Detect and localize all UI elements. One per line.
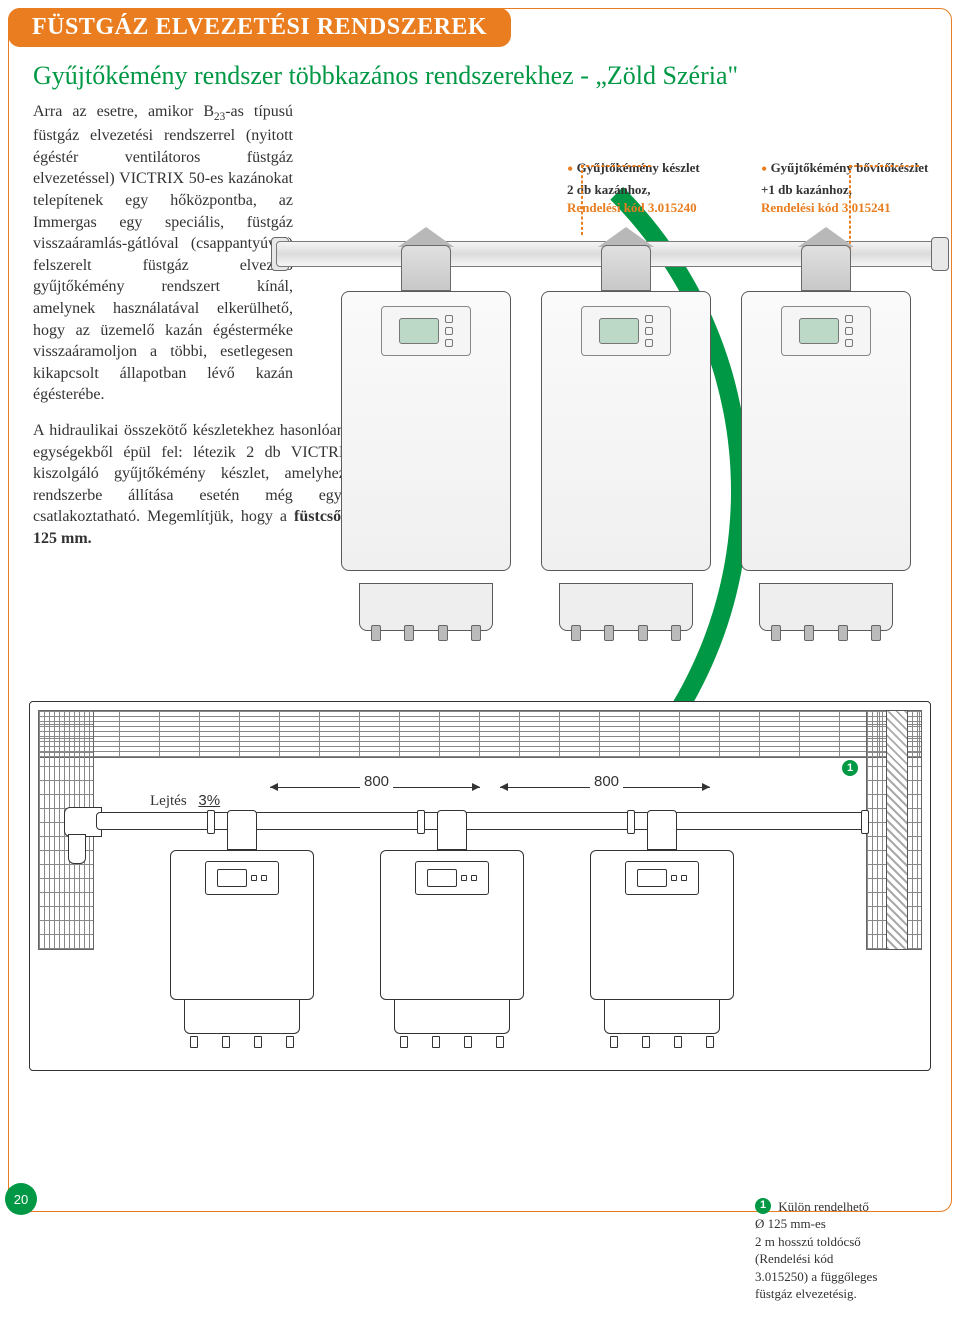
dimension-arrows (270, 776, 690, 798)
riser (227, 810, 257, 850)
control-panel (381, 306, 471, 356)
text: Lejtés (150, 793, 187, 809)
callout-line2: 2 db kazánhoz, (567, 182, 650, 197)
flue-drain (68, 834, 86, 864)
boiler-unit (541, 291, 711, 631)
flue-pipe-line (96, 812, 866, 830)
boiler-body-line (170, 850, 314, 1000)
flue-joint (627, 810, 635, 834)
boiler-outline (170, 850, 314, 1048)
boiler-base-line (394, 1000, 510, 1034)
boiler-base (559, 583, 693, 631)
flue-joint (417, 810, 425, 834)
text: -as típusú füstgáz elvezetési rendszerre… (33, 103, 293, 403)
boiler-base (359, 583, 493, 631)
callout-order: Rendelési kód 3.015240 (567, 200, 697, 215)
content-area: • Gyűjtőkémény készlet 2 db kazánhoz, Re… (9, 101, 951, 681)
boiler-illustration (331, 231, 941, 671)
button-group (845, 315, 853, 347)
boiler-unit (741, 291, 911, 631)
boiler-row (341, 291, 911, 631)
pipe-connectors (371, 625, 481, 641)
callout-row: • Gyűjtőkémény készlet 2 db kazánhoz, Re… (567, 157, 931, 216)
footnote-l4: (Rendelési kód (755, 1251, 833, 1266)
section-banner: FÜSTGÁZ ELVEZETÉSI RENDSZEREK (8, 8, 511, 47)
boiler-outline (590, 850, 734, 1048)
control-panel-line (205, 861, 279, 895)
callout-kit-2: • Gyűjtőkémény készlet 2 db kazánhoz, Re… (567, 157, 737, 216)
footnote: 1 Külön rendelhető Ø 125 mm-es 2 m hossz… (755, 1198, 925, 1303)
flue-adapter-icon (598, 227, 654, 247)
page-number: 20 (5, 1183, 37, 1215)
display-icon (399, 318, 439, 344)
boiler-base (759, 583, 893, 631)
boiler-top (801, 245, 851, 291)
footnote-l3: 2 m hosszú toldócső (755, 1234, 861, 1249)
display-icon (599, 318, 639, 344)
boiler-row-line (170, 850, 734, 1048)
page-frame: FÜSTGÁZ ELVEZETÉSI RENDSZEREK Gyűjtőkémé… (8, 8, 952, 1212)
slope-value: 3% (198, 792, 220, 809)
pipe-connectors (571, 625, 681, 641)
riser (647, 810, 677, 850)
button-group (445, 315, 453, 347)
callout-line1: Gyűjtőkémény készlet (577, 160, 700, 175)
bullet-icon: • (761, 159, 767, 179)
flue-joint (861, 810, 869, 834)
subscript: 23 (214, 111, 225, 123)
button-group (645, 315, 653, 347)
pipe-connectors-line (380, 1036, 524, 1048)
section-subtitle: Gyűjtőkémény rendszer többkazános rendsz… (9, 47, 951, 101)
pipe-connectors (771, 625, 881, 641)
boiler-body (741, 291, 911, 571)
flue-adapter-icon (798, 227, 854, 247)
footnote-l1: Külön rendelhető (778, 1199, 869, 1214)
boiler-top (401, 245, 451, 291)
pipe-connectors-line (170, 1036, 314, 1048)
callout-line1: Gyűjtőkémény bővítőkészlet (771, 160, 929, 175)
boiler-body-line (380, 850, 524, 1000)
callout-kit-ext: • Gyűjtőkémény bővítőkészlet +1 db kazán… (761, 157, 931, 216)
boiler-body (341, 291, 511, 571)
technical-drawing-wrap: 1 800 800 Lejtés 3% (9, 701, 951, 1191)
riser (437, 810, 467, 850)
control-panel-line (415, 861, 489, 895)
callout-line2: +1 db kazánhoz, (761, 182, 852, 197)
boiler-unit (341, 291, 511, 631)
footnote-l2: Ø 125 mm-es (755, 1216, 826, 1231)
display-icon (799, 318, 839, 344)
boiler-top (601, 245, 651, 291)
pipe-connectors-line (590, 1036, 734, 1048)
flue-joint (207, 810, 215, 834)
boiler-base-line (604, 1000, 720, 1034)
footnote-l6: füstgáz elvezetésig. (755, 1286, 857, 1301)
slope-label: Lejtés 3% (150, 792, 220, 810)
vertical-flue (886, 710, 908, 950)
marker-1-ref: 1 (755, 1198, 771, 1214)
control-panel-line (625, 861, 699, 895)
technical-drawing: 1 800 800 Lejtés 3% (29, 701, 931, 1071)
control-panel (581, 306, 671, 356)
flue-adapter-icon (398, 227, 454, 247)
text: Arra az esetre, amikor B (33, 103, 214, 120)
footnote-l5: 3.015250) a függőleges (755, 1269, 877, 1284)
control-panel (781, 306, 871, 356)
paragraph-1: Arra az esetre, amikor B23-as típusú füs… (33, 101, 293, 406)
bullet-icon: • (567, 159, 573, 179)
boiler-outline (380, 850, 524, 1048)
boiler-base-line (184, 1000, 300, 1034)
callout-order: Rendelési kód 3.015241 (761, 200, 891, 215)
marker-1: 1 (842, 760, 858, 776)
boiler-body (541, 291, 711, 571)
boiler-body-line (590, 850, 734, 1000)
ceiling-hatch (38, 710, 922, 758)
flue-end-cap (931, 237, 949, 271)
